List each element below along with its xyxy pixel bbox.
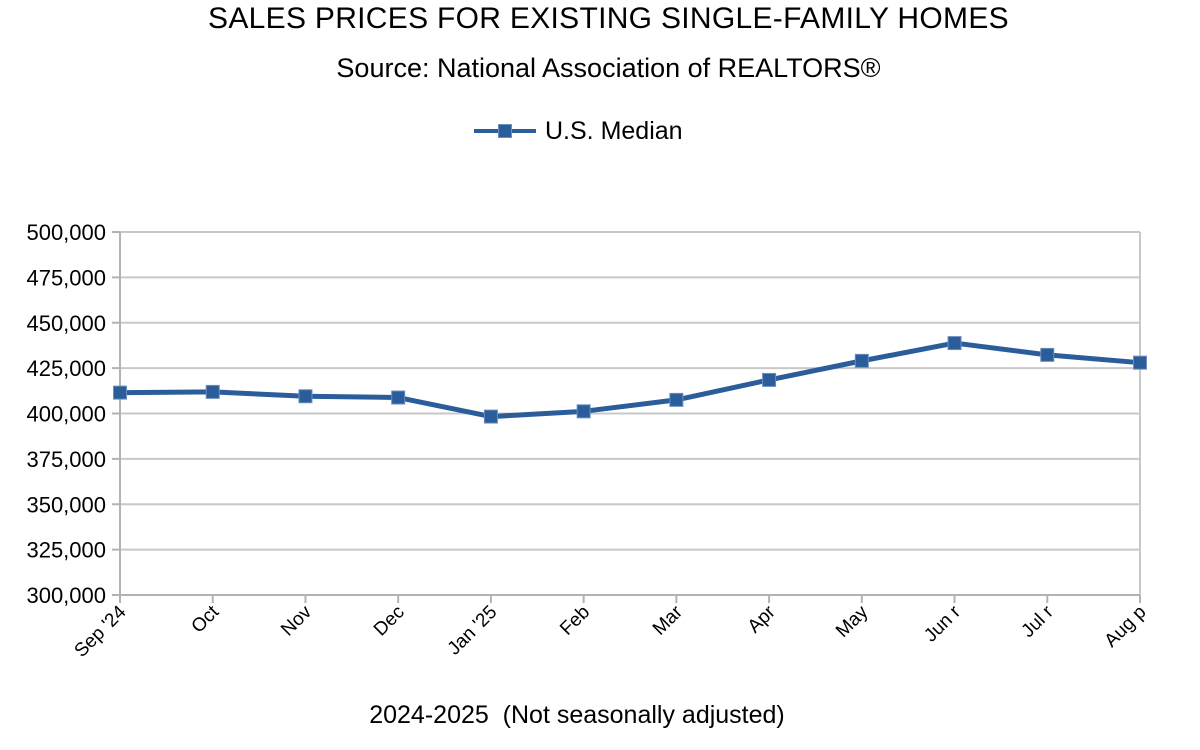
y-tick-label: 300,000 xyxy=(26,583,106,608)
legend-label: U.S. Median xyxy=(545,116,683,145)
y-tick-label: 400,000 xyxy=(26,402,106,427)
x-axis-ticks: Sep '24 Oct Nov Dec Jan '25 Feb Mar Apr May Jun r… xyxy=(71,595,1151,662)
chart-title: SALES PRICES FOR EXISTING SINGLE-FAMILY … xyxy=(208,2,1009,35)
x-tick-label: May xyxy=(832,601,873,642)
y-tick-label: 350,000 xyxy=(26,492,106,517)
y-tick-label: 425,000 xyxy=(26,356,106,381)
data-point-marker xyxy=(762,372,777,387)
x-tick-label: Nov xyxy=(277,601,316,640)
y-tick-label: 325,000 xyxy=(26,538,106,563)
x-tick-label: Sep '24 xyxy=(71,601,131,661)
data-point-marker xyxy=(298,389,313,404)
x-tick-label: Mar xyxy=(649,601,687,639)
data-point-marker xyxy=(947,336,962,351)
gridlines xyxy=(120,231,1140,596)
x-tick-label: Apr xyxy=(744,601,780,637)
chart-legend: U.S. Median xyxy=(474,113,683,149)
data-point-marker xyxy=(854,353,869,368)
x-tick-label: Aug p xyxy=(1101,602,1151,652)
x-tick-label: Dec xyxy=(370,602,409,641)
data-point-marker xyxy=(669,392,684,407)
x-tick-label: Jan '25 xyxy=(444,602,502,660)
y-tick-label: 375,000 xyxy=(26,447,106,472)
legend-marker-square xyxy=(498,124,512,138)
y-tick-label: 500,000 xyxy=(26,220,106,245)
data-point-marker xyxy=(205,384,220,399)
x-tick-label: Feb xyxy=(556,602,594,640)
x-axis-title: 2024-2025 (Not seasonally adjusted) xyxy=(369,701,785,729)
data-point-marker xyxy=(1133,355,1147,370)
data-point-marker xyxy=(391,390,406,405)
data-point-marker xyxy=(483,409,498,424)
y-axis-ticks: 500,000 475,000 450,000 425,000 400,000 375,0… xyxy=(26,220,120,608)
x-tick-label: Jun r xyxy=(920,601,965,646)
data-point-marker xyxy=(113,385,127,400)
series-group xyxy=(113,336,1147,424)
data-point-marker xyxy=(576,404,591,419)
y-tick-label: 475,000 xyxy=(26,265,106,290)
y-tick-label: 450,000 xyxy=(26,311,106,336)
legend-swatch xyxy=(474,113,536,149)
chart-subtitle: Source: National Association of REALTORS… xyxy=(336,53,881,83)
x-tick-label: Jul r xyxy=(1018,601,1059,642)
series-line xyxy=(117,340,1143,420)
data-point-marker xyxy=(1040,347,1055,362)
x-tick-label: Oct xyxy=(188,601,224,637)
